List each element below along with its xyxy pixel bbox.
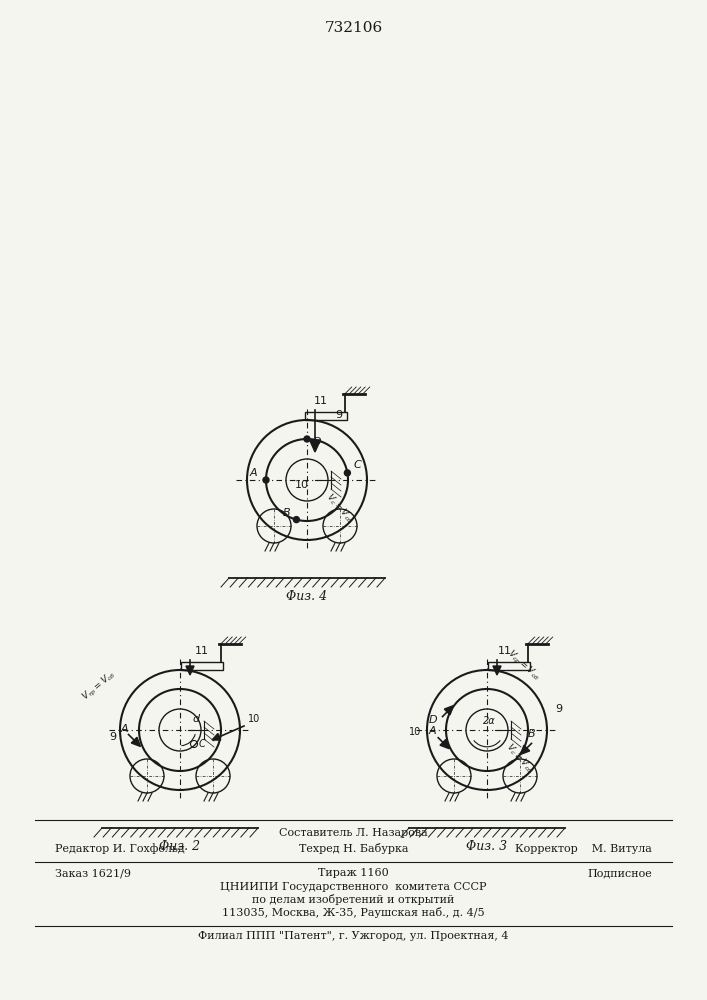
Text: Подписное: Подписное bbox=[588, 868, 652, 878]
Polygon shape bbox=[520, 745, 530, 754]
Text: d: d bbox=[192, 714, 199, 724]
Text: ЦНИИПИ Государственного  комитета СССР: ЦНИИПИ Государственного комитета СССР bbox=[221, 882, 486, 892]
Text: 11: 11 bbox=[498, 646, 512, 656]
Polygon shape bbox=[212, 733, 221, 740]
Text: 732106: 732106 bbox=[325, 21, 382, 35]
Text: A: A bbox=[250, 468, 257, 478]
Text: Составитель Л. Назарова: Составитель Л. Назарова bbox=[279, 828, 428, 838]
Text: Φиз. 4: Φиз. 4 bbox=[286, 590, 327, 603]
Text: A: A bbox=[428, 726, 436, 736]
Polygon shape bbox=[132, 737, 141, 746]
Text: A: A bbox=[121, 724, 128, 734]
Text: $V_{тр}=V_{сб}$: $V_{тр}=V_{сб}$ bbox=[79, 668, 119, 704]
Text: 2α: 2α bbox=[483, 716, 496, 726]
Text: Φиз. 3: Φиз. 3 bbox=[467, 840, 508, 853]
Circle shape bbox=[344, 470, 351, 476]
Polygon shape bbox=[186, 666, 194, 675]
Circle shape bbox=[304, 436, 310, 442]
Text: 9: 9 bbox=[335, 410, 342, 420]
Text: B: B bbox=[527, 729, 535, 739]
Bar bbox=[488, 662, 530, 670]
Text: 11: 11 bbox=[195, 646, 209, 656]
Text: D: D bbox=[428, 715, 437, 725]
Circle shape bbox=[293, 517, 299, 523]
Text: 11: 11 bbox=[314, 396, 328, 406]
Text: D: D bbox=[313, 437, 322, 447]
Text: 9: 9 bbox=[555, 704, 562, 714]
Text: Тираж 1160: Тираж 1160 bbox=[318, 868, 389, 878]
Polygon shape bbox=[444, 706, 453, 715]
Polygon shape bbox=[310, 440, 320, 452]
Text: B: B bbox=[282, 508, 290, 518]
Text: Техред Н. Бабурка: Техред Н. Бабурка bbox=[299, 843, 408, 854]
Text: C: C bbox=[199, 739, 206, 749]
Text: $V_c \geq V_{сб}$: $V_c \geq V_{сб}$ bbox=[503, 740, 537, 776]
Bar bbox=[305, 412, 347, 420]
Text: $V_c = V_{сб}$: $V_c = V_{сб}$ bbox=[323, 490, 357, 526]
Circle shape bbox=[263, 477, 269, 483]
Bar bbox=[181, 662, 223, 670]
Text: 10: 10 bbox=[409, 727, 421, 737]
Text: 113035, Москва, Ж-35, Раушская наб., д. 4/5: 113035, Москва, Ж-35, Раушская наб., д. … bbox=[222, 907, 485, 918]
Text: $V_{ср}=V_{сб}$: $V_{ср}=V_{сб}$ bbox=[503, 647, 542, 684]
Text: Филиал ППП "Патент", г. Ужгород, ул. Проектная, 4: Филиал ППП "Патент", г. Ужгород, ул. Про… bbox=[198, 931, 509, 941]
Text: C: C bbox=[354, 460, 361, 470]
Text: по делам изобретений и открытий: по делам изобретений и открытий bbox=[252, 894, 455, 905]
Text: 10: 10 bbox=[295, 480, 309, 490]
Polygon shape bbox=[440, 739, 449, 749]
Text: Φиз. 2: Φиз. 2 bbox=[160, 840, 201, 853]
Text: 9: 9 bbox=[110, 732, 117, 742]
Polygon shape bbox=[493, 666, 501, 675]
Text: Заказ 1621/9: Заказ 1621/9 bbox=[55, 868, 131, 878]
Text: 10: 10 bbox=[248, 714, 260, 724]
Text: Корректор    М. Витула: Корректор М. Витула bbox=[515, 844, 652, 854]
Text: Редактор И. Гохфельд: Редактор И. Гохфельд bbox=[55, 843, 185, 854]
